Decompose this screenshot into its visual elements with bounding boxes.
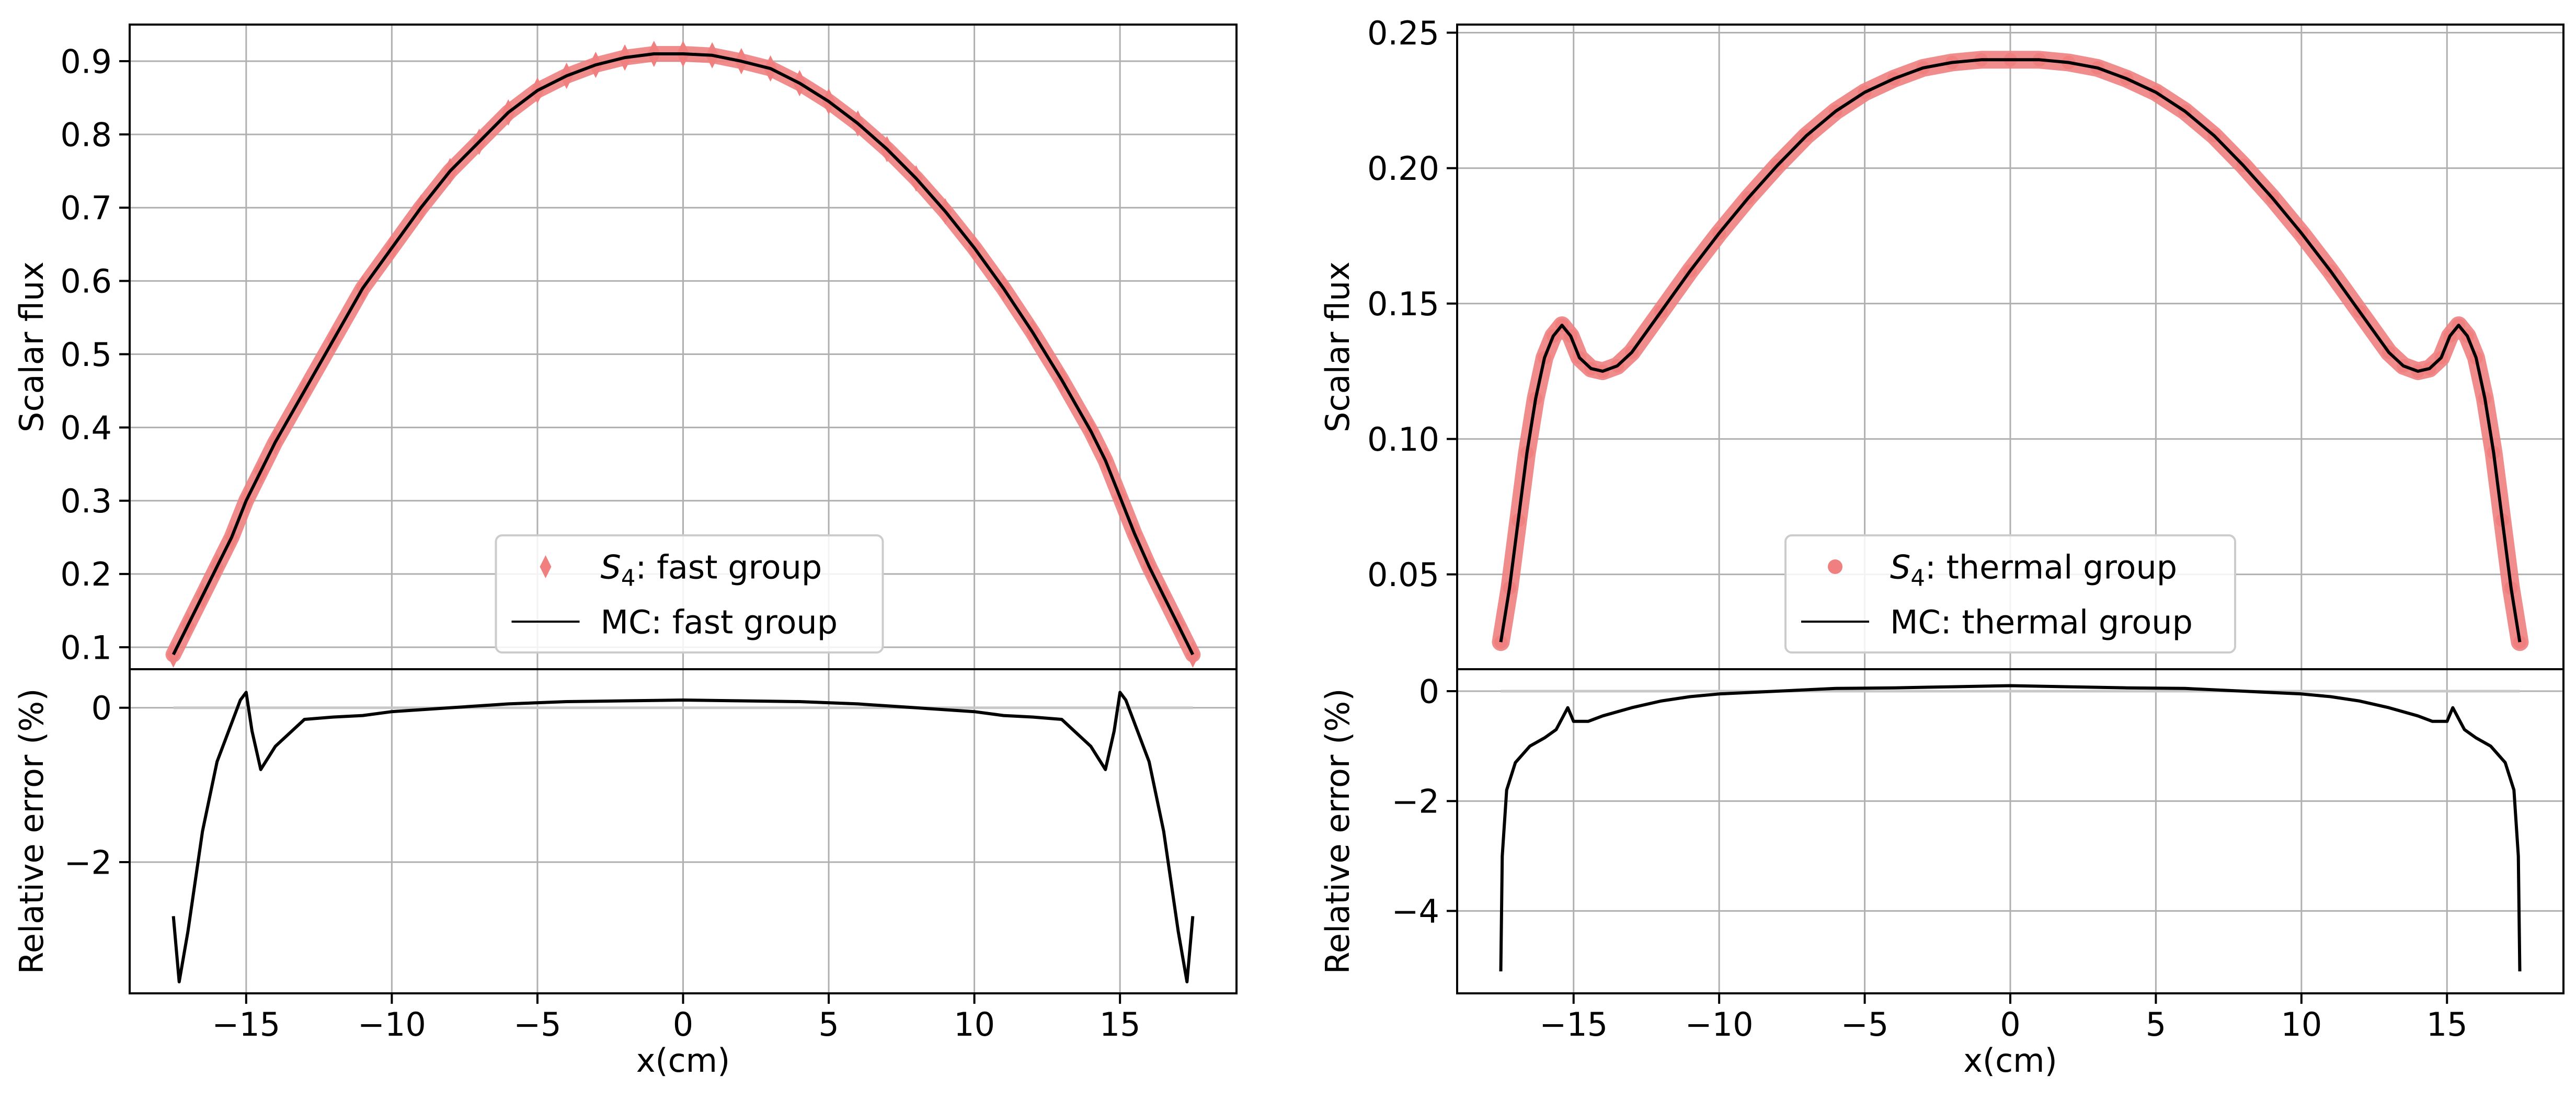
legend-marker (1828, 559, 1842, 574)
x-tick-label: 10 (2281, 1005, 2322, 1044)
y-tick-label: −2 (1392, 783, 1439, 821)
y-tick-label: −2 (64, 843, 112, 881)
x-tick-label: 15 (1100, 1005, 1141, 1044)
panel-upper-right: 0.05 0.10 0.15 0.20 0.25 Scalar flux S4: therm… (1319, 14, 2564, 670)
x-tick-label: −5 (513, 1005, 561, 1044)
y-tick-label: 0.25 (1367, 14, 1439, 52)
y-tick-label: 0 (91, 689, 112, 727)
x-tick-label: −15 (1539, 1005, 1608, 1044)
x-axis-label: x(cm) (636, 1041, 730, 1080)
y-tick-label: 0.7 (60, 189, 112, 227)
series-line (1499, 684, 2522, 972)
y-tick-label: 0.9 (60, 42, 112, 81)
x-tick-label: 0 (2000, 1005, 2020, 1044)
legend-marker (540, 555, 552, 578)
y-tick-label: 0.20 (1367, 150, 1439, 188)
y-tick-label: 0 (1419, 672, 1439, 711)
series-line (171, 691, 1195, 983)
x-tick-label: −10 (358, 1005, 426, 1044)
y-axis-label: Relative error (%) (13, 689, 51, 975)
legend-label: S4: fast group (601, 548, 822, 591)
series-line (1499, 58, 2522, 643)
x-tick-label: 5 (818, 1005, 839, 1044)
y-tick-label: −4 (1392, 892, 1439, 931)
y-tick-label: 0.1 (60, 628, 112, 667)
y-tick-label: 0.4 (60, 409, 112, 447)
x-tick-label: −5 (1841, 1005, 1888, 1044)
y-axis-label: Scalar flux (1319, 261, 1357, 432)
y-tick-label: 0.3 (60, 482, 112, 520)
y-tick-label: 0.2 (60, 555, 112, 593)
y-tick-label: 0.5 (60, 336, 112, 374)
panel-lower-right: −4 −2 0 −15 −10 −5 0 5 10 15 x(cm) Relative error (… (1319, 668, 2564, 1080)
y-axis-label: Scalar flux (13, 261, 51, 432)
panel-upper-left: 0.1 0.2 0.3 0.4 0.5 0.6 0.7 0.8 0.9 Scalar flux S4… (13, 24, 1238, 670)
x-tick-label: −10 (1685, 1005, 1754, 1044)
y-tick-label: 0.6 (60, 262, 112, 301)
legend-label: S4: thermal group (1890, 548, 2177, 591)
y-axis-label: Relative error (%) (1319, 689, 1357, 975)
y-tick-label: 0.15 (1367, 285, 1439, 323)
legend-box (495, 534, 884, 654)
x-tick-label: 15 (2426, 1005, 2468, 1044)
y-tick-label: 0.8 (60, 116, 112, 154)
panel-lower-left: −2 0 −15 −10 −5 0 5 10 15 x(cm) Relative error (%) (13, 668, 1238, 1080)
x-axis-label: x(cm) (1963, 1041, 2057, 1080)
x-tick-label: 0 (673, 1005, 693, 1044)
x-tick-label: −15 (212, 1005, 280, 1044)
series-line (171, 52, 1195, 656)
legend-label: MC: thermal group (1890, 603, 2193, 641)
legend-label: MC: fast group (601, 603, 838, 641)
legend-box (1784, 534, 2236, 654)
x-tick-label: 10 (954, 1005, 995, 1044)
y-tick-label: 0.10 (1367, 420, 1439, 459)
y-tick-label: 0.05 (1367, 556, 1439, 594)
x-tick-label: 5 (2146, 1005, 2166, 1044)
